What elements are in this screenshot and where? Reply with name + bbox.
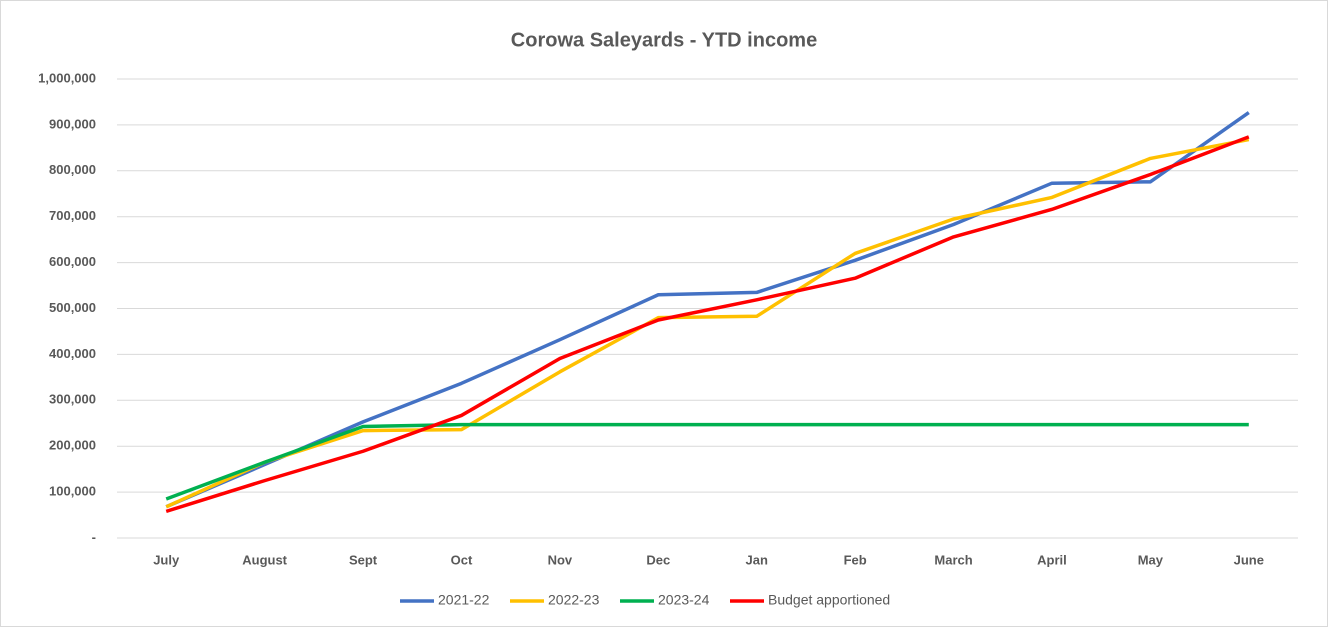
x-tick-label: Jan xyxy=(746,552,768,567)
y-tick-label: 300,000 xyxy=(49,392,96,407)
x-tick-label: March xyxy=(934,552,972,567)
line-series xyxy=(165,135,1250,514)
x-tick-label: Feb xyxy=(844,552,867,567)
y-tick-label: 800,000 xyxy=(49,162,96,177)
legend-label: 2022-23 xyxy=(548,592,600,608)
y-tick-label: 200,000 xyxy=(49,438,96,453)
y-tick-label: 400,000 xyxy=(49,346,96,361)
y-tick-label: - xyxy=(92,529,96,544)
legend-label: Budget apportioned xyxy=(768,592,890,608)
y-tick-label: 600,000 xyxy=(49,254,96,269)
y-tick-label: 1,000,000 xyxy=(38,70,96,85)
y-tick-label: 900,000 xyxy=(49,116,96,131)
y-tick-label: 100,000 xyxy=(49,484,96,499)
line-series xyxy=(165,111,1250,509)
x-tick-label: May xyxy=(1138,552,1164,567)
legend-label: 2021-22 xyxy=(438,592,490,608)
line-series xyxy=(165,422,1249,501)
legend-label: 2023-24 xyxy=(658,592,710,608)
y-tick-label: 500,000 xyxy=(49,300,96,315)
x-tick-label: July xyxy=(153,552,180,567)
x-tick-label: August xyxy=(242,552,287,567)
x-tick-label: Oct xyxy=(451,552,473,567)
x-tick-label: June xyxy=(1234,552,1264,567)
x-tick-label: Nov xyxy=(548,552,573,567)
x-tick-label: Sept xyxy=(349,552,378,567)
y-tick-label: 700,000 xyxy=(49,208,96,223)
chart-title: Corowa Saleyards - YTD income xyxy=(511,29,817,51)
line-series xyxy=(165,137,1250,509)
x-tick-label: April xyxy=(1037,552,1067,567)
x-tick-label: Dec xyxy=(646,552,670,567)
